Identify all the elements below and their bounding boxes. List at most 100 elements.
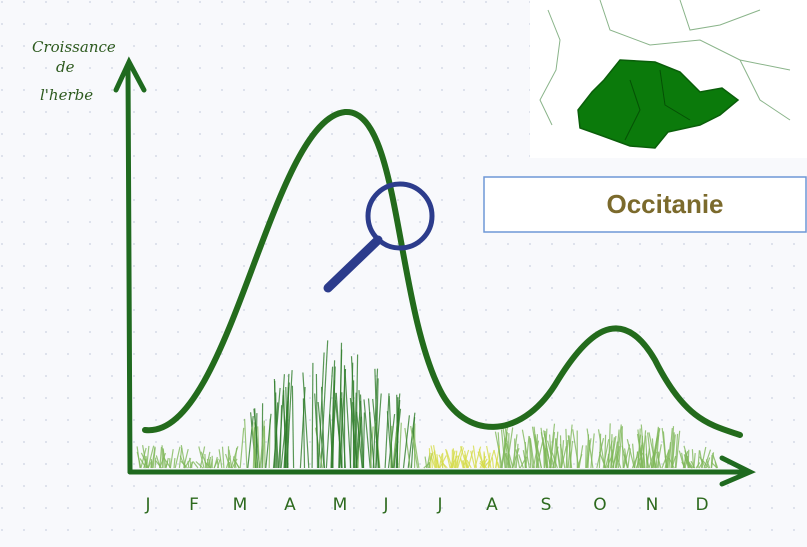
grass-blade [259,420,265,469]
grass-blade [559,443,566,469]
grass-blade [285,386,289,469]
grass-blade [430,453,433,469]
grass-blade [402,415,410,469]
grass-blade [317,401,325,469]
grass-blade [452,448,455,469]
grass-blade [674,433,679,469]
grass-blade [648,432,657,469]
grass-blade [690,460,696,469]
grass-blade [474,446,482,469]
grass-blade [549,432,556,469]
grass-blade [355,416,362,469]
grass-blade [372,398,380,469]
grass-blade [147,445,155,469]
grass-blade [362,412,365,469]
grass-blade [356,411,363,469]
grass-blade [504,428,511,469]
grass-blade [145,455,148,469]
grass-blade [549,434,553,469]
grass-blade [496,461,501,469]
grass-blade [686,461,693,469]
grass-blade [438,453,443,469]
grass-blade [247,416,254,469]
grass-blade [633,451,639,469]
grass-blade [608,423,611,469]
growth-curve [142,108,743,438]
grass-blade [367,398,375,469]
grass-blade [174,446,181,469]
grass-blade [449,450,456,469]
grass-blade [554,431,559,469]
grass-blade [486,445,492,469]
grass-blade [178,447,183,469]
month-label: F [189,495,199,515]
grass-blade [255,413,258,469]
grass-blade [675,430,681,469]
grass-blade [428,462,431,469]
month-label: J [382,495,388,515]
grass-blade [642,442,646,469]
grass-blade [652,428,661,469]
region-box [483,176,807,233]
grass-blade [150,460,153,469]
grass-blade [636,433,644,469]
grass-blade [465,462,469,469]
grass-blade [363,399,371,469]
grass-blade [314,393,320,469]
grass-blade [670,426,675,469]
grass-blade [375,393,382,469]
grass-blade [136,451,142,469]
grass-blade [521,429,530,469]
grass-blade [491,457,494,469]
grass-blade [512,448,520,469]
grass-blade [261,403,264,469]
month-label: A [284,495,296,515]
grass-blade [635,452,644,469]
grass-blade [334,400,343,469]
month-label: M [333,495,348,515]
grass-blade [576,454,583,469]
grass-blade [317,352,325,469]
grass-blade [384,393,390,469]
month-label: S [541,495,552,515]
grass-blade [544,430,549,469]
grass-blade [487,452,491,469]
grass-blade [291,385,295,469]
month-label: O [593,495,606,515]
grass-blade [553,438,557,469]
grass [136,340,719,469]
grass-blade [467,450,474,469]
grass-blade [265,413,272,469]
grass-blade [198,446,205,469]
grass-blade [213,458,219,469]
grass-blade [661,427,668,469]
grass-blade [199,446,206,469]
grass-blade [688,461,694,469]
grass-blade [460,458,464,469]
grass-blade [187,461,190,469]
region-label: Occitanie [606,189,723,219]
grass-blade [615,424,622,469]
grass-blade [682,450,689,469]
grass-blade [330,360,336,469]
grass-blade [325,366,334,469]
grass-blade [311,362,314,469]
grass-blade [320,340,329,469]
grass-blade [568,435,572,469]
grass-blade [388,395,393,469]
grass-blade [611,451,619,469]
grass-blade [701,458,710,469]
grass-blade [154,457,157,469]
grass-blade [544,428,548,469]
grass-blade [257,426,260,469]
grass-blade [398,422,402,469]
grass-blade [585,445,587,469]
grass-blade [302,372,310,469]
grass-blade [279,405,283,469]
grass-blade [528,436,532,469]
grass-blade [438,454,447,469]
grass-blade [225,453,231,469]
grass-blade [656,444,662,469]
grass-blade [282,395,288,469]
